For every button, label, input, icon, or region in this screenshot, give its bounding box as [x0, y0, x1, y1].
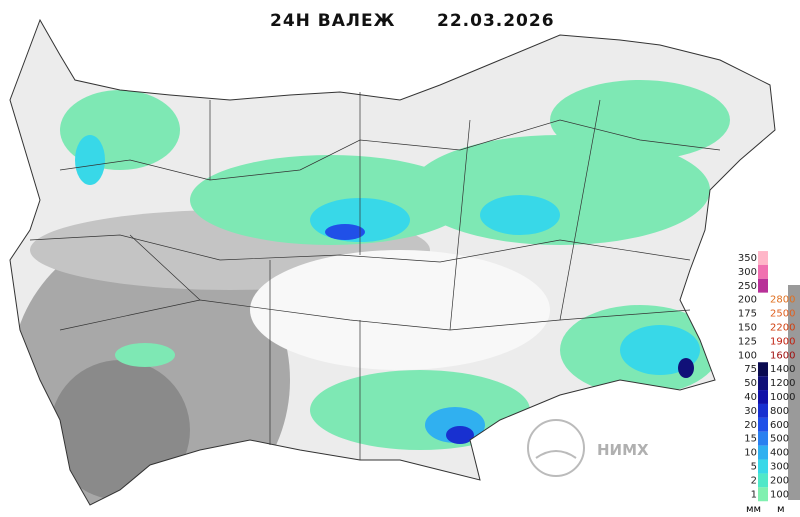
legend-label: 150	[738, 323, 757, 334]
legend-swatch	[758, 348, 768, 363]
legend-label: 30	[744, 406, 757, 417]
legend-label: 175	[738, 309, 757, 320]
legend-swatch	[758, 459, 768, 474]
logo-text: НИМХ	[597, 441, 649, 459]
altitude-label: 2200	[770, 323, 795, 334]
legend-swatch	[758, 264, 768, 279]
legend-label: 75	[744, 364, 757, 375]
logo: НИМХ	[527, 419, 649, 477]
altitude-label: 2500	[770, 309, 795, 320]
legend-swatch	[758, 251, 768, 265]
map-title: 24Н ВАЛЕЖ	[270, 11, 395, 31]
legend-swatch	[758, 320, 768, 335]
altitude-label: 400	[770, 448, 789, 459]
legend-label: 1	[751, 489, 757, 500]
legend-swatch	[758, 362, 768, 377]
precip-unit: мм	[746, 504, 761, 515]
legend-swatch	[758, 278, 768, 293]
altitude-label: 100	[770, 489, 789, 500]
altitude-label: 2800	[770, 295, 795, 306]
legend-label: 125	[738, 336, 757, 347]
altitude-label: 1400	[770, 364, 795, 375]
altitude-label: 300	[770, 462, 789, 473]
country-border	[9, 18, 776, 506]
legend-label: 20	[744, 420, 757, 431]
legend-swatch	[758, 403, 768, 418]
legend-label: 2	[751, 475, 757, 486]
legend-swatch	[758, 306, 768, 321]
legend-label: 250	[738, 281, 757, 292]
altitude-label: 1000	[770, 392, 795, 403]
legend: 350 300 250 200 175 150 125 100 75 50 40 30 20 15 10 5 2…	[738, 251, 795, 515]
altitude-label: 1900	[770, 336, 795, 347]
legend-label: 350	[738, 253, 757, 264]
legend-label: 5	[751, 462, 757, 473]
legend-swatch	[758, 376, 768, 391]
legend-label: 40	[744, 392, 757, 403]
legend-swatch	[758, 334, 768, 349]
legend-swatch	[758, 445, 768, 460]
legend-label: 50	[744, 378, 757, 389]
legend-swatch	[758, 473, 768, 488]
altitude-label: 600	[770, 420, 789, 431]
altitude-label: 500	[770, 434, 789, 445]
legend-label: 100	[738, 350, 757, 361]
legend-label: 200	[738, 295, 757, 306]
legend-swatch	[758, 487, 768, 502]
district-borders	[29, 92, 721, 460]
map-date: 22.03.2026	[437, 11, 555, 31]
altitude-label: 800	[770, 406, 789, 417]
legend-label: 10	[744, 448, 757, 459]
altitude-label: 1600	[770, 350, 795, 361]
legend-label: 15	[744, 434, 757, 445]
altitude-label: 1200	[770, 378, 795, 389]
altitude-bar	[788, 285, 800, 500]
altitude-unit: м	[777, 504, 785, 515]
legend-swatch	[758, 390, 768, 404]
legend-swatch	[758, 292, 768, 307]
altitude-label: 200	[770, 475, 789, 486]
legend-label: 300	[738, 267, 757, 278]
legend-swatch	[758, 417, 768, 432]
legend-swatch	[758, 431, 768, 446]
